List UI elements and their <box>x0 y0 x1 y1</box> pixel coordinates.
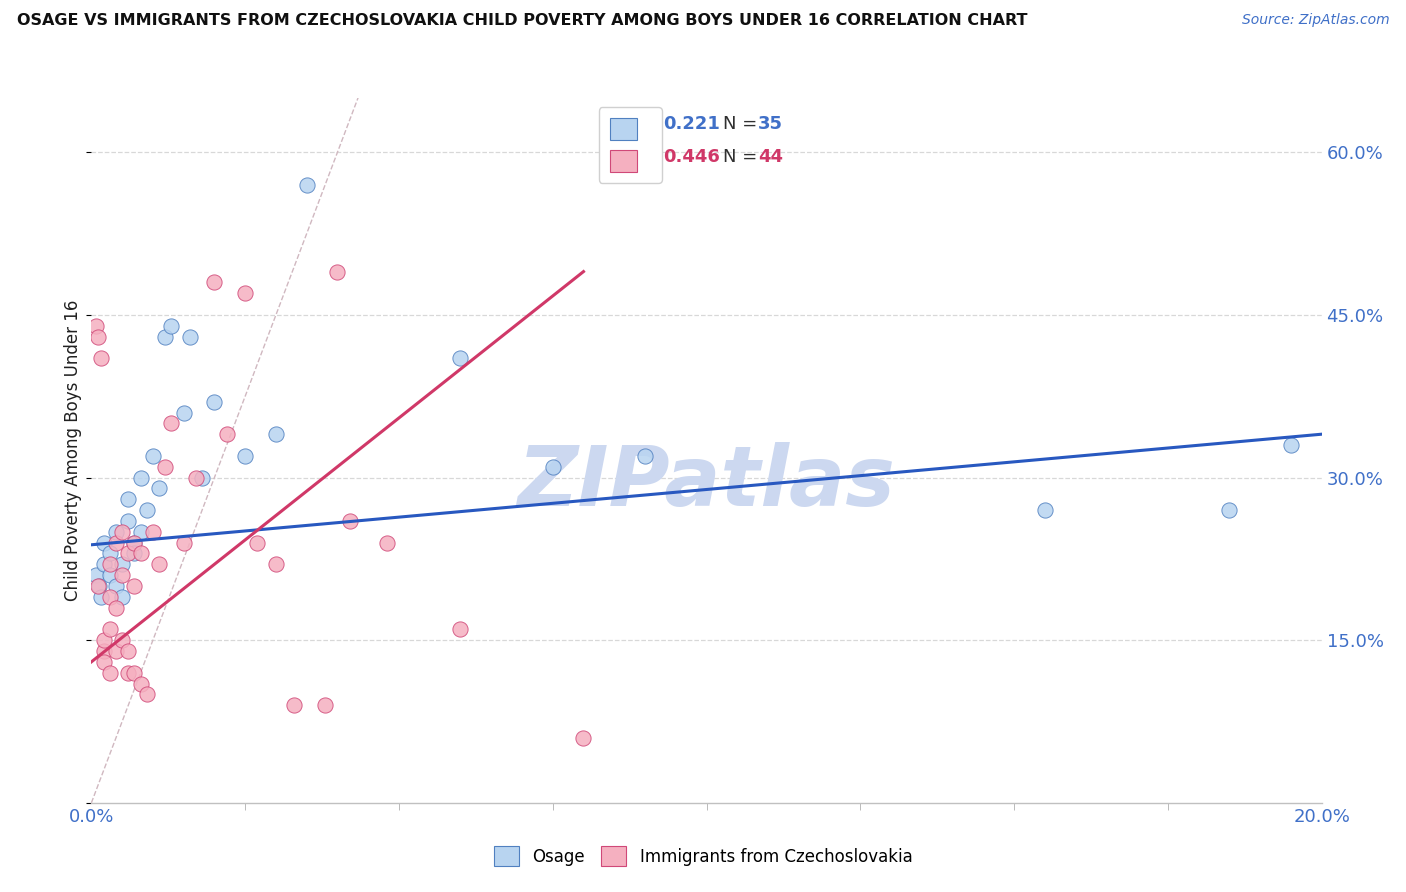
Point <box>191 470 214 484</box>
Text: 0.446: 0.446 <box>664 147 720 166</box>
Text: N =: N = <box>723 115 762 133</box>
Point <box>98 590 121 604</box>
Point <box>93 644 115 658</box>
Point <box>148 482 170 496</box>
Point <box>449 351 471 366</box>
Point <box>93 633 115 648</box>
Point <box>1279 438 1302 452</box>
Point <box>142 524 165 539</box>
Point <box>153 459 177 474</box>
Point <box>1218 503 1240 517</box>
Point <box>86 329 108 343</box>
Point <box>135 687 157 701</box>
Point <box>117 492 139 507</box>
Point <box>98 558 121 572</box>
Point <box>135 503 157 517</box>
Point <box>1033 503 1056 517</box>
Text: OSAGE VS IMMIGRANTS FROM CZECHOSLOVAKIA CHILD POVERTY AMONG BOYS UNDER 16 CORREL: OSAGE VS IMMIGRANTS FROM CZECHOSLOVAKIA … <box>17 13 1028 29</box>
Point <box>246 535 269 549</box>
Point <box>264 558 287 572</box>
Legend: Osage, Immigrants from Czechoslovakia: Osage, Immigrants from Czechoslovakia <box>486 839 920 873</box>
Point <box>179 329 201 343</box>
Y-axis label: Child Poverty Among Boys Under 16: Child Poverty Among Boys Under 16 <box>65 300 83 601</box>
Point <box>117 644 139 658</box>
Point <box>86 318 108 333</box>
Point <box>98 623 121 637</box>
Point <box>111 590 134 604</box>
Point <box>98 546 121 560</box>
Point <box>124 546 146 560</box>
Point <box>233 286 256 301</box>
Point <box>215 427 238 442</box>
Point <box>173 405 195 419</box>
Text: N =: N = <box>723 147 762 166</box>
Point <box>111 558 134 572</box>
Text: R =: R = <box>623 115 662 133</box>
Point <box>124 579 146 593</box>
Point <box>295 178 318 192</box>
Point <box>86 568 108 582</box>
Point <box>283 698 305 713</box>
Point <box>142 449 165 463</box>
Point <box>98 568 121 582</box>
Point <box>326 264 349 278</box>
Point <box>98 665 121 680</box>
Text: 44: 44 <box>758 147 783 166</box>
Point <box>124 535 146 549</box>
Point <box>105 600 127 615</box>
Point <box>86 579 108 593</box>
Point <box>314 698 336 713</box>
Point <box>111 568 134 582</box>
Point <box>153 329 177 343</box>
Point <box>202 276 225 290</box>
Legend: , : , <box>599 107 662 183</box>
Point <box>449 623 471 637</box>
Point <box>117 665 139 680</box>
Point <box>87 579 110 593</box>
Point <box>124 535 146 549</box>
Point <box>105 579 127 593</box>
Point <box>111 633 134 648</box>
Point <box>93 655 115 669</box>
Point <box>160 318 183 333</box>
Point <box>129 524 152 539</box>
Point <box>111 524 134 539</box>
Text: 0.221: 0.221 <box>664 115 720 133</box>
Point <box>572 731 595 745</box>
Point <box>105 644 127 658</box>
Point <box>117 514 139 528</box>
Point <box>129 676 152 690</box>
Point <box>339 514 361 528</box>
Point <box>105 524 127 539</box>
Text: Source: ZipAtlas.com: Source: ZipAtlas.com <box>1241 13 1389 28</box>
Point <box>634 449 657 463</box>
Point <box>90 590 112 604</box>
Point <box>233 449 256 463</box>
Point <box>148 558 170 572</box>
Point <box>90 351 112 366</box>
Text: ZIPatlas: ZIPatlas <box>517 442 896 523</box>
Point <box>202 394 225 409</box>
Point <box>264 427 287 442</box>
Point <box>129 470 152 484</box>
Point <box>124 665 146 680</box>
Point <box>117 546 139 560</box>
Point <box>129 546 152 560</box>
Point <box>375 535 398 549</box>
Point <box>184 470 207 484</box>
Point <box>173 535 195 549</box>
Point <box>93 558 115 572</box>
Text: R =: R = <box>623 147 662 166</box>
Point <box>541 459 564 474</box>
Text: 35: 35 <box>758 115 783 133</box>
Point <box>105 535 127 549</box>
Point <box>93 535 115 549</box>
Point <box>160 417 183 431</box>
